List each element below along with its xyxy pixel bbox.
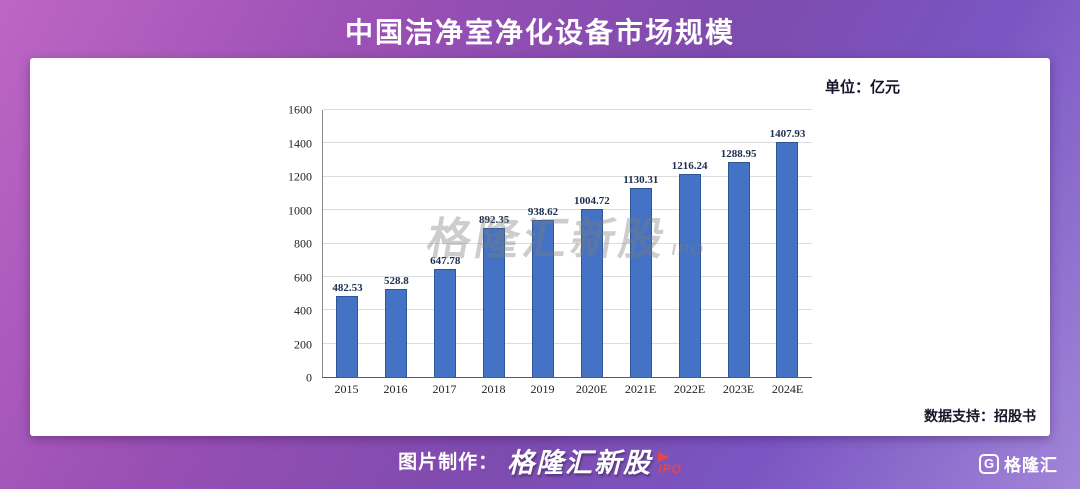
logo-text: 格隆汇 <box>1004 456 1058 475</box>
y-tick-label: 1200 <box>288 169 312 184</box>
bar-slot: 528.8 <box>372 110 421 377</box>
unit-label: 单位：亿元 <box>824 79 900 96</box>
plot-wrap: 0 200 400 600 800 1000 1200 1400 1600 482.53 528.… <box>278 103 818 397</box>
y-tick-label: 1400 <box>288 136 312 150</box>
plot-area: 482.53 528.8 647.78 892.35 938.62 1004.72 1130… <box>322 109 812 378</box>
bar-value-label: 647.78 <box>430 254 461 267</box>
bar-value-label: 1407.93 <box>769 128 806 141</box>
bar-value-label: 1216.24 <box>671 160 708 173</box>
bar-value-label: 528.8 <box>383 274 409 287</box>
logo-g-icon: G <box>979 453 999 474</box>
bar-slot: 1216.24 <box>665 110 714 377</box>
y-axis: 0 200 400 600 800 1000 1200 1400 1600 <box>278 103 316 385</box>
x-tick-label: 2020E <box>575 382 608 396</box>
bar <box>532 220 554 377</box>
y-tick-label: 600 <box>294 270 312 284</box>
bar-slot: 1004.72 <box>567 110 616 377</box>
x-tick-label: 2022E <box>673 382 706 396</box>
x-tick-label: 2018 <box>481 382 506 396</box>
bar <box>385 288 408 377</box>
gridline <box>323 209 812 211</box>
x-tick-label: 2023E <box>722 382 755 396</box>
bar-chart: 0 200 400 600 800 1000 1200 1400 1600 482.53 528.… <box>278 103 818 397</box>
bars-row: 482.53 528.8 647.78 892.35 938.62 1004.72 1130… <box>323 110 812 377</box>
bar-value-label: 892.35 <box>478 214 510 227</box>
bar <box>776 142 799 377</box>
gridline <box>323 242 812 244</box>
y-tick-label: 800 <box>294 236 312 251</box>
chart-card: 单位：亿元 0 200 400 600 800 1000 1200 1400 1600 482.… <box>30 58 1050 436</box>
gridline <box>323 175 812 177</box>
bar-slot: 1130.31 <box>616 110 665 377</box>
brand-ipo-label: IPO <box>658 461 682 476</box>
credit-prefix-label: 图片制作： <box>398 452 499 473</box>
x-tick-label: 2019 <box>530 382 555 396</box>
data-support-label: 数据支持：招股书 <box>924 408 1036 424</box>
brand-wordmark: 格隆汇新股 <box>507 448 653 478</box>
x-tick-label: 2024E <box>771 382 804 396</box>
gridline <box>323 275 812 277</box>
bar-value-label: 482.53 <box>332 282 363 295</box>
x-axis: 2015 2016 2017 2018 2019 2020E 2021E 2022E 2023E… <box>322 382 812 397</box>
brand-ipo-badge: IPO <box>658 451 682 476</box>
bar <box>483 228 506 377</box>
gridline <box>323 309 812 311</box>
y-tick-label: 1600 <box>288 102 312 117</box>
bar-slot: 892.35 <box>470 110 519 377</box>
bar-value-label: 1288.95 <box>720 147 757 160</box>
gridline <box>323 342 812 344</box>
gridline <box>323 109 812 110</box>
bar <box>580 209 603 377</box>
y-tick-label: 0 <box>306 370 312 385</box>
bar <box>629 188 652 377</box>
x-tick-label: 2015 <box>334 382 359 396</box>
bar <box>434 268 457 377</box>
x-tick-label: 2021E <box>624 382 657 396</box>
bar-value-label: 1130.31 <box>623 174 659 187</box>
bar <box>678 174 701 377</box>
bar-value-label: 1004.72 <box>574 195 610 208</box>
bar <box>727 161 750 377</box>
bar-value-label: 938.62 <box>527 206 559 219</box>
bar <box>336 296 359 377</box>
bar-slot: 482.53 <box>323 110 372 377</box>
bar-slot: 938.62 <box>519 110 568 377</box>
arrow-icon <box>658 451 670 462</box>
y-tick-label: 1000 <box>288 203 312 217</box>
x-tick-label: 2017 <box>432 382 457 396</box>
page-title: 中国洁净室净化设备市场规模 <box>344 17 735 48</box>
gridline <box>323 142 812 144</box>
bar-slot: 1407.93 <box>763 110 812 377</box>
y-tick-label: 400 <box>294 303 312 318</box>
brand-logo: G 格隆汇 <box>979 451 1058 476</box>
x-tick-label: 2016 <box>383 382 408 396</box>
footer-credit: 图片制作： 格隆汇新股 IPO <box>0 441 1080 480</box>
bar-slot: 1288.95 <box>714 110 763 377</box>
bar-slot: 647.78 <box>421 110 470 377</box>
y-tick-label: 200 <box>294 337 312 351</box>
